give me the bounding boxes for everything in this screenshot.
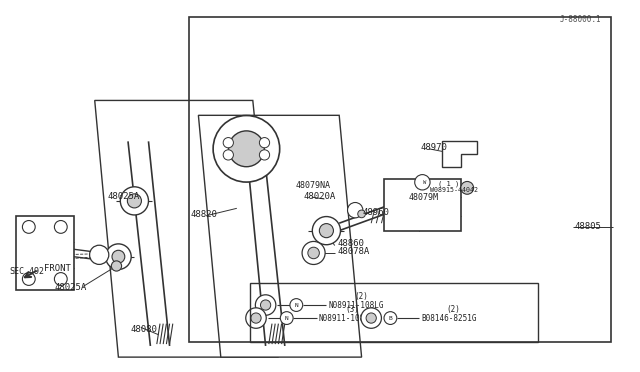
Circle shape xyxy=(246,308,266,328)
Circle shape xyxy=(251,313,261,323)
Text: W: W xyxy=(422,180,426,185)
Text: B: B xyxy=(388,315,392,321)
Circle shape xyxy=(255,295,276,315)
Polygon shape xyxy=(442,141,477,167)
Circle shape xyxy=(223,138,234,148)
Circle shape xyxy=(259,138,269,148)
Circle shape xyxy=(22,221,35,233)
Circle shape xyxy=(54,273,67,285)
Circle shape xyxy=(308,247,319,259)
Polygon shape xyxy=(95,100,278,357)
Circle shape xyxy=(290,299,303,311)
Circle shape xyxy=(260,300,271,310)
Text: 48970: 48970 xyxy=(420,143,447,152)
Circle shape xyxy=(415,174,430,190)
Text: 48080: 48080 xyxy=(131,326,157,334)
Circle shape xyxy=(111,261,122,271)
Text: N08911-1081G: N08911-1081G xyxy=(319,314,374,323)
Circle shape xyxy=(384,312,397,324)
Circle shape xyxy=(302,241,325,264)
Circle shape xyxy=(312,217,340,245)
Circle shape xyxy=(112,250,125,263)
Text: J-88000.1: J-88000.1 xyxy=(560,15,602,24)
Text: W08915-44042: W08915-44042 xyxy=(430,187,478,193)
Polygon shape xyxy=(384,179,461,231)
Circle shape xyxy=(348,202,363,218)
Circle shape xyxy=(90,245,109,264)
Circle shape xyxy=(54,221,67,233)
Polygon shape xyxy=(198,115,362,357)
Text: 48805: 48805 xyxy=(575,222,602,231)
Circle shape xyxy=(127,194,141,208)
Circle shape xyxy=(259,150,269,160)
Text: N: N xyxy=(294,302,298,308)
Text: ( 1 ): ( 1 ) xyxy=(438,181,460,187)
Text: N08911-108LG: N08911-108LG xyxy=(328,301,384,310)
Text: 48025A: 48025A xyxy=(54,283,86,292)
Text: 48079M: 48079M xyxy=(408,193,438,202)
Text: 48020A: 48020A xyxy=(304,192,336,201)
Text: 48079NA: 48079NA xyxy=(296,182,331,190)
Circle shape xyxy=(319,224,333,238)
Polygon shape xyxy=(16,216,74,290)
Circle shape xyxy=(120,187,148,215)
Text: SEC.492: SEC.492 xyxy=(10,267,45,276)
Text: B08146-8251G: B08146-8251G xyxy=(421,314,477,323)
Circle shape xyxy=(213,116,280,182)
Text: (3): (3) xyxy=(345,305,359,314)
Circle shape xyxy=(461,182,474,194)
Circle shape xyxy=(223,150,234,160)
Circle shape xyxy=(22,273,35,285)
Text: 48078A: 48078A xyxy=(338,247,370,256)
Text: 48960: 48960 xyxy=(363,208,390,217)
Text: 48860: 48860 xyxy=(338,239,365,248)
Circle shape xyxy=(280,312,293,324)
Circle shape xyxy=(106,244,131,269)
Text: (2): (2) xyxy=(355,292,369,301)
Circle shape xyxy=(358,210,365,218)
Text: FRONT: FRONT xyxy=(44,264,70,273)
Circle shape xyxy=(361,308,381,328)
Text: N: N xyxy=(285,315,289,321)
Circle shape xyxy=(228,131,264,167)
Circle shape xyxy=(366,313,376,323)
Text: 48820: 48820 xyxy=(191,210,218,219)
Text: 48025A: 48025A xyxy=(108,192,140,201)
Text: (2): (2) xyxy=(446,305,460,314)
